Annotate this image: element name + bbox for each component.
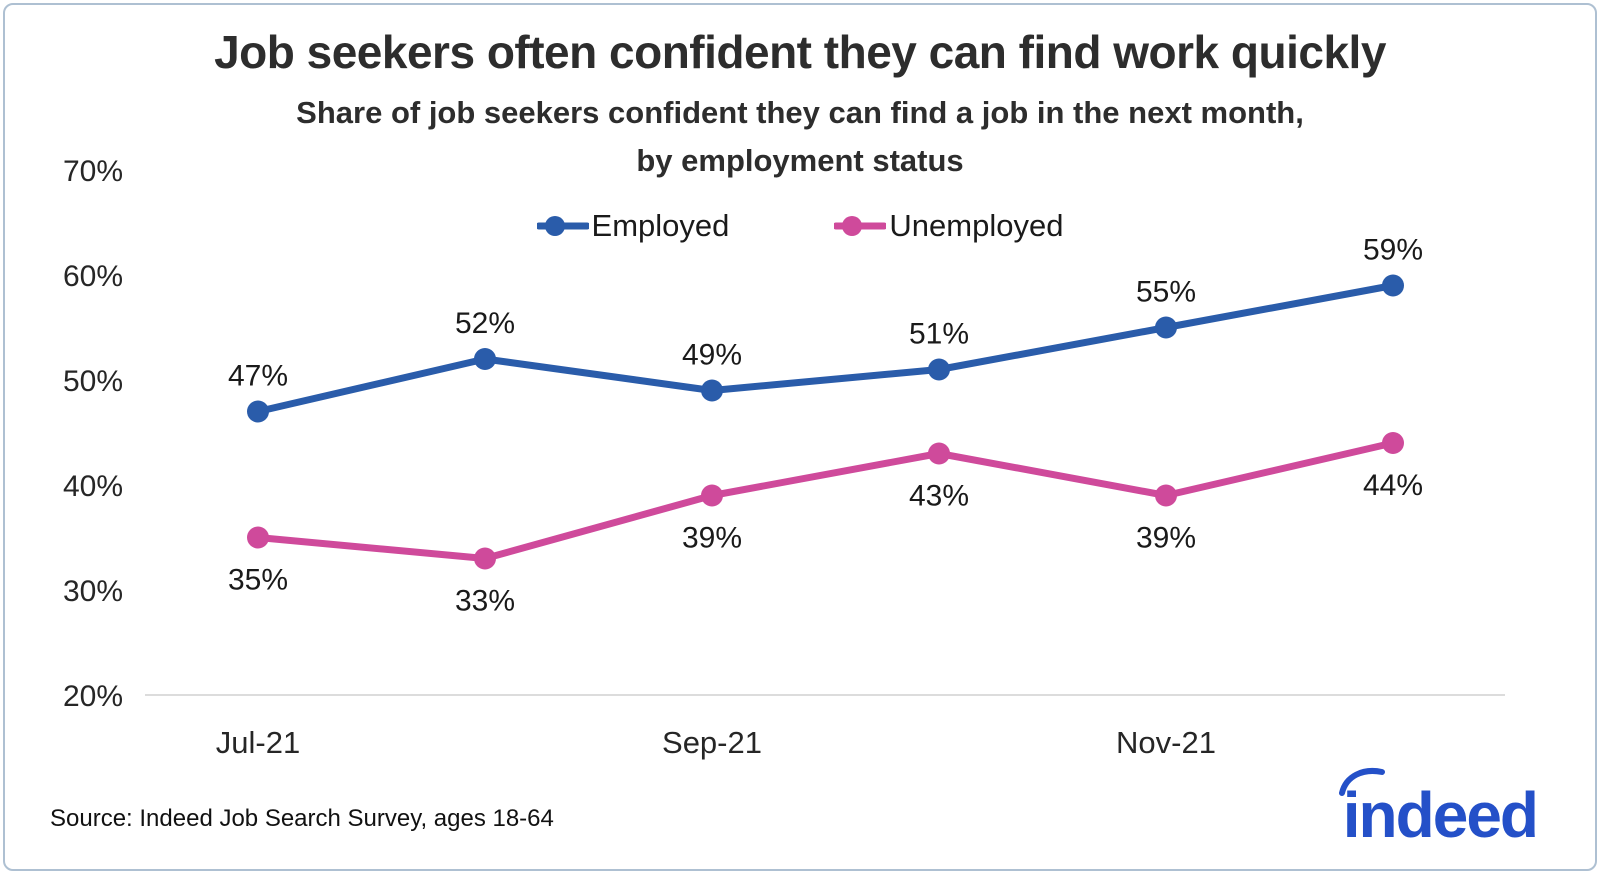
indeed-logo: indeed xyxy=(1338,768,1539,847)
legend-swatch-employed xyxy=(536,216,589,236)
series-line-employed xyxy=(254,282,1397,415)
data-point-unemployed xyxy=(1155,484,1177,507)
legend-label-unemployed: Unemployed xyxy=(889,208,1064,243)
logo-wordmark: indeed xyxy=(1342,779,1539,851)
legend-swatch-unemployed xyxy=(834,216,887,236)
data-point-employed xyxy=(701,379,723,402)
data-label-employed: 49% xyxy=(682,339,742,372)
data-point-employed xyxy=(1155,316,1177,339)
chart-title: Job seekers often confident they can fin… xyxy=(214,26,1386,78)
data-point-unemployed xyxy=(928,442,950,465)
chart-subtitle-line-1: Share of job seekers confident they can … xyxy=(296,95,1304,130)
data-label-unemployed: 39% xyxy=(682,522,742,555)
data-label-unemployed: 44% xyxy=(1363,469,1423,502)
data-label-unemployed: 33% xyxy=(455,585,515,618)
legend-item-unemployed: Unemployed xyxy=(834,208,1063,244)
data-point-unemployed xyxy=(474,547,496,570)
data-point-employed xyxy=(1382,274,1404,297)
data-point-employed xyxy=(247,400,269,423)
legend: Employed Unemployed xyxy=(5,208,1595,244)
data-point-employed xyxy=(474,348,496,370)
series-line-unemployed xyxy=(254,439,1397,562)
data-label-employed: 52% xyxy=(455,307,515,340)
x-tick-label: Jul-21 xyxy=(216,725,300,760)
y-tick-label: 50% xyxy=(63,365,123,398)
source-note: Source: Indeed Job Search Survey, ages 1… xyxy=(50,805,554,832)
data-label-unemployed: 39% xyxy=(1136,522,1196,555)
chart-card: Job seekers often confident they can fin… xyxy=(3,3,1597,871)
logo-swoosh-icon xyxy=(1338,768,1385,796)
data-point-unemployed xyxy=(1382,432,1404,454)
data-label-unemployed: 35% xyxy=(228,564,288,597)
data-label-employed: 55% xyxy=(1136,276,1196,309)
data-point-unemployed xyxy=(247,526,269,549)
data-point-employed xyxy=(928,358,950,381)
y-tick-label: 60% xyxy=(63,260,123,293)
chart-subtitle-line-2: by employment status xyxy=(636,143,964,178)
data-label-employed: 51% xyxy=(909,318,969,351)
x-tick-label: Nov-21 xyxy=(1116,725,1216,760)
chart-subtitle: Share of job seekers confident they can … xyxy=(5,89,1595,185)
y-tick-label: 30% xyxy=(63,575,123,608)
x-tick-label: Sep-21 xyxy=(662,725,762,760)
y-tick-label: 40% xyxy=(63,470,123,503)
legend-label-employed: Employed xyxy=(591,208,730,243)
data-point-unemployed xyxy=(701,484,723,507)
data-label-unemployed: 43% xyxy=(909,480,969,513)
y-tick-label: 20% xyxy=(63,680,123,713)
legend-item-employed: Employed xyxy=(536,208,730,244)
data-label-employed: 47% xyxy=(228,360,288,393)
